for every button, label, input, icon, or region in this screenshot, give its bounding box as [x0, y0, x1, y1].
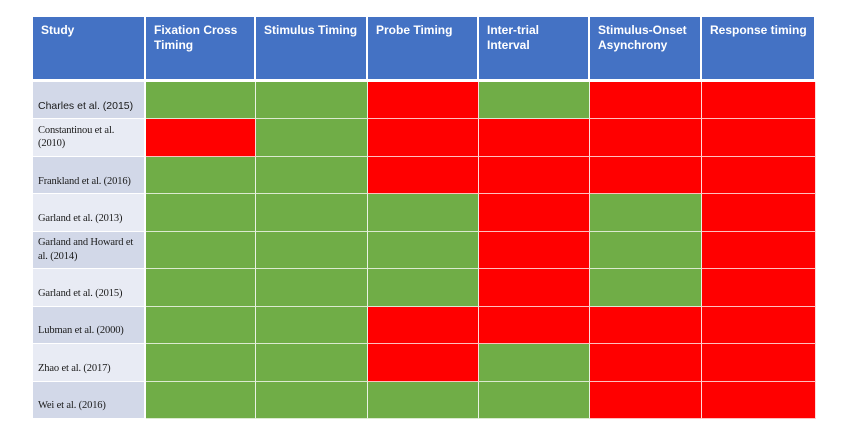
matrix-cell-green [146, 82, 256, 120]
matrix-cell-green [590, 269, 702, 307]
matrix-cell-red [479, 156, 590, 195]
matrix-cell-red [702, 306, 816, 345]
timing-table: Study Fixation Cross Timing Stimulus Timin… [33, 17, 816, 419]
study-label: Frankland et al. (2016) [33, 156, 146, 195]
matrix-cell-red [702, 381, 816, 419]
matrix-cell-red [702, 82, 816, 120]
matrix-cell-green [146, 381, 256, 419]
matrix-cell-green [368, 231, 479, 270]
matrix-cell-red [590, 82, 702, 120]
matrix-cell-red [479, 269, 590, 307]
matrix-cell-red [702, 194, 816, 232]
matrix-cell-green [146, 156, 256, 195]
study-label: Garland et al. (2015) [33, 269, 146, 307]
column-header-0: Study [33, 17, 146, 82]
matrix-cell-green [256, 156, 368, 195]
matrix-cell-green [256, 194, 368, 232]
matrix-cell-red [368, 119, 479, 157]
matrix-cell-green [256, 306, 368, 345]
matrix-cell-green [368, 269, 479, 307]
study-label: Wei et al. (2016) [33, 381, 146, 419]
study-label: Charles et al. (2015) [33, 82, 146, 120]
matrix-cell-green [590, 231, 702, 270]
matrix-cell-green [479, 82, 590, 120]
matrix-cell-red [368, 344, 479, 382]
matrix-cell-red [590, 381, 702, 419]
study-label: Garland et al. (2013) [33, 194, 146, 232]
column-header-1: Fixation Cross Timing [146, 17, 256, 82]
study-label: Garland and Howard et al. (2014) [33, 231, 146, 270]
matrix-cell-green [368, 194, 479, 232]
matrix-cell-red [590, 119, 702, 157]
matrix-cell-red [590, 344, 702, 382]
study-label: Lubman et al. (2000) [33, 306, 146, 345]
matrix-cell-red [368, 306, 479, 345]
column-header-4: Inter-trial Interval [479, 17, 590, 82]
matrix-cell-green [368, 381, 479, 419]
matrix-cell-green [146, 306, 256, 345]
matrix-cell-green [590, 194, 702, 232]
matrix-cell-green [256, 344, 368, 382]
column-header-5: Stimulus-Onset Asynchrony [590, 17, 702, 82]
matrix-cell-green [146, 269, 256, 307]
matrix-cell-red [590, 306, 702, 345]
matrix-cell-red [702, 119, 816, 157]
matrix-cell-red [702, 156, 816, 195]
matrix-cell-red [479, 194, 590, 232]
matrix-cell-red [368, 156, 479, 195]
study-label: Zhao et al. (2017) [33, 344, 146, 382]
matrix-cell-red [479, 306, 590, 345]
column-header-6: Response timing [702, 17, 816, 82]
matrix-cell-red [590, 156, 702, 195]
matrix-cell-green [256, 269, 368, 307]
matrix-cell-green [146, 231, 256, 270]
matrix-cell-green [256, 231, 368, 270]
matrix-cell-red [479, 119, 590, 157]
matrix-cell-green [146, 344, 256, 382]
matrix-cell-green [256, 82, 368, 120]
matrix-cell-red [702, 344, 816, 382]
matrix-cell-red [479, 231, 590, 270]
study-label: Constantinou et al. (2010) [33, 119, 146, 157]
matrix-cell-green [479, 344, 590, 382]
column-header-2: Stimulus Timing [256, 17, 368, 82]
matrix-cell-green [256, 381, 368, 419]
matrix-cell-green [256, 119, 368, 157]
matrix-cell-green [146, 194, 256, 232]
matrix-cell-red [702, 269, 816, 307]
matrix-cell-red [702, 231, 816, 270]
matrix-cell-green [479, 381, 590, 419]
matrix-cell-red [146, 119, 256, 157]
column-header-3: Probe Timing [368, 17, 479, 82]
matrix-cell-red [368, 82, 479, 120]
